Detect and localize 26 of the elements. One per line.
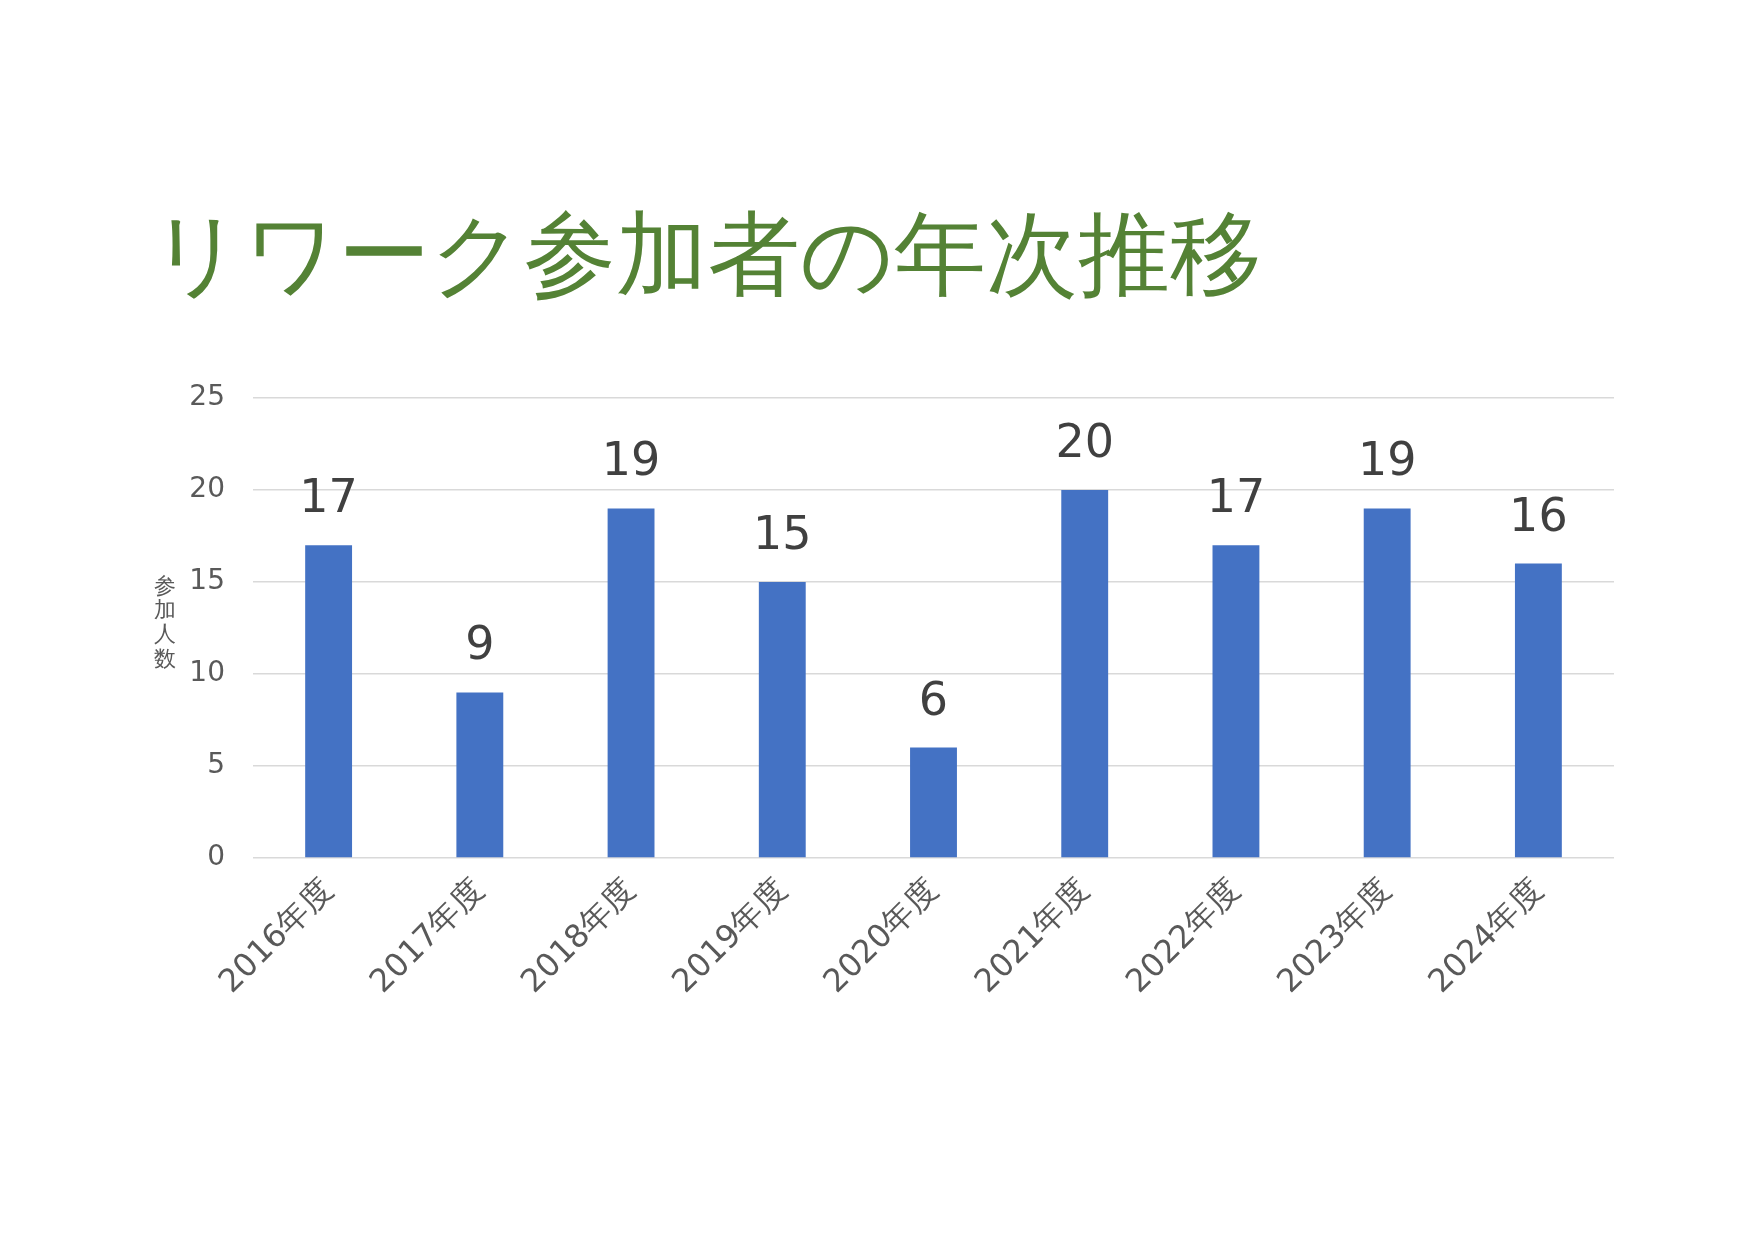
data-label: 15 — [753, 505, 812, 560]
y-tick-label: 10 — [189, 655, 225, 689]
bar — [1514, 563, 1562, 858]
y-tick-label: 25 — [189, 379, 225, 413]
bar — [456, 692, 504, 858]
y-axis-title: 参加人数 — [153, 573, 177, 671]
data-label: 17 — [1206, 469, 1266, 524]
bar — [758, 582, 806, 858]
y-tick-label: 0 — [207, 839, 225, 873]
y-tick-label: 20 — [189, 471, 225, 505]
data-label: 6 — [918, 671, 949, 726]
data-label: 19 — [601, 432, 661, 487]
data-label: 9 — [465, 616, 495, 671]
data-label: 16 — [1509, 487, 1568, 542]
bar — [607, 508, 655, 858]
chart-title: リワーク参加者の年次推移 — [150, 200, 1262, 310]
data-label: 17 — [299, 469, 358, 524]
bar — [305, 545, 353, 858]
bar — [1061, 490, 1109, 858]
data-label: 19 — [1357, 432, 1417, 487]
y-tick-label: 15 — [189, 563, 225, 597]
bar — [1363, 508, 1411, 858]
data-label: 20 — [1055, 413, 1114, 468]
bar — [910, 747, 957, 858]
bar — [1212, 545, 1260, 858]
y-tick-label: 5 — [207, 747, 225, 781]
